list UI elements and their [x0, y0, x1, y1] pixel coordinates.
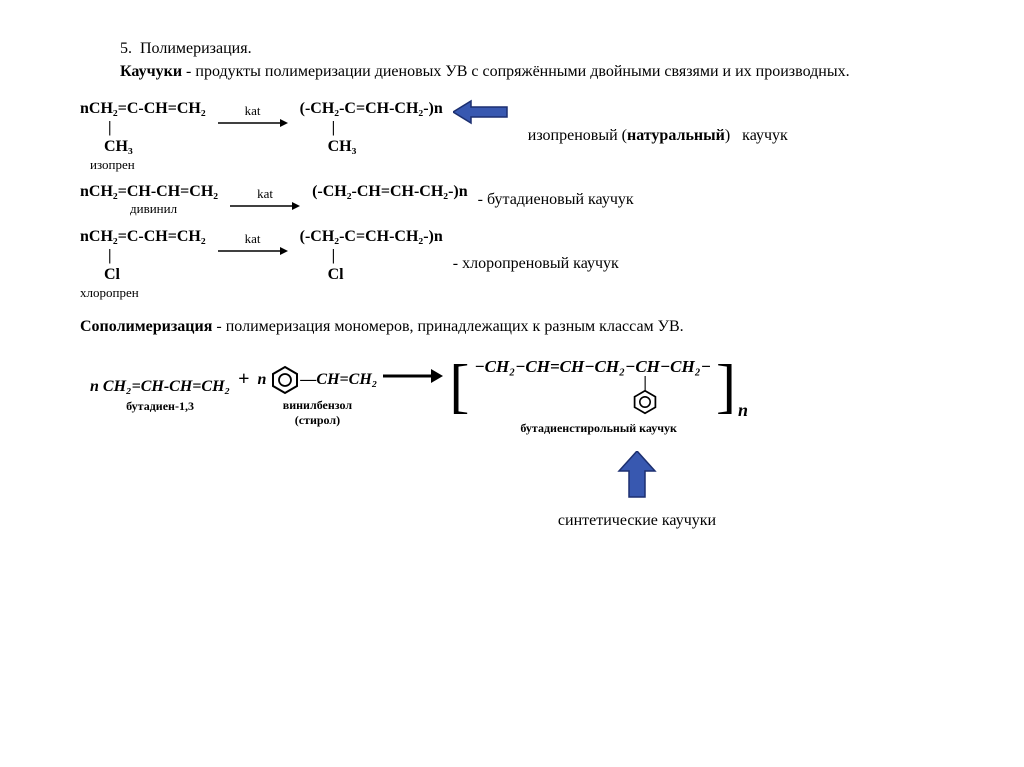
blue-up-arrow-block: синтетические каучуки [330, 451, 944, 530]
reactant-divinyl: nCH₂=CH-CH=CH₂ дивинил [80, 182, 218, 217]
formula: n CH₂=CH-CH=CH₂ [90, 378, 230, 396]
product-sbr: [ −CH₂−CH=CH−CH₂−CH−CH₂− | ] n бутадиенс… [449, 356, 748, 436]
product-butadiene-rubber: (-CH₂-CH=CH-CH₂-)n [312, 182, 468, 201]
reactant-name: дивинил [130, 201, 218, 217]
arrow-icon [218, 117, 288, 129]
product-chloroprene-rubber: (-CH₂-C=CH-CH₂-)n | Cl [300, 227, 443, 285]
benzene-icon [270, 365, 300, 395]
reaction-arrow: kat [230, 186, 300, 212]
formula-line: Cl [300, 265, 443, 284]
synthetic-label: синтетические каучуки [330, 512, 944, 530]
formula-line: | [300, 118, 443, 137]
formula-line: nCH₂=CH-CH=CH₂ [80, 182, 218, 201]
arrow-icon [218, 245, 288, 257]
formula: n ―CH=CH₂ [258, 365, 378, 395]
section-number: 5. [120, 40, 132, 57]
blue-left-arrow-icon [453, 99, 508, 130]
page-container: 5. Полимеризация. Каучуки - продукты пол… [0, 0, 1024, 550]
reactant-name: хлоропрен [80, 285, 206, 301]
formula-line: (-CH₂-CH=CH-CH₂-)n [312, 182, 468, 201]
n-subscript: n [738, 400, 748, 421]
reaction-arrow: kat [218, 231, 288, 257]
product-name: - бутадиеновый каучук [478, 191, 634, 209]
reaction-chloroprene: nCH₂=C-CH=CH₂ | Cl хлоропрен kat (-CH₂-C… [80, 227, 944, 300]
term-def: - продукты полимеризации диеновых УВ с с… [182, 63, 850, 80]
blue-up-arrow-icon [617, 451, 657, 499]
section-number-line: 5. Полимеризация. [120, 40, 944, 58]
formula-line: | [80, 118, 206, 137]
arrow-icon [383, 366, 443, 386]
reactant-label: винилбензол (стирол) [283, 398, 352, 427]
reactant-chloroprene: nCH₂=C-CH=CH₂ | Cl хлоропрен [80, 227, 206, 300]
formula-line: Cl [80, 265, 206, 284]
copoly-definition: Сополимеризация - полимеризация мономеро… [80, 318, 944, 336]
reaction-arrow [383, 366, 443, 391]
plus-icon: + [238, 368, 249, 391]
section-title: Полимеризация. [140, 40, 252, 57]
product-label: бутадиенстирольный каучук [520, 421, 677, 436]
definition-line: Каучуки - продукты полимеризации диеновы… [120, 60, 944, 84]
formula-line: nCH₂=C-CH=CH₂ [80, 99, 206, 118]
formula-line: (-CH₂-C=CH-CH₂-)n [300, 99, 443, 118]
arrow-icon [230, 200, 300, 212]
term-copoly: Сополимеризация [80, 318, 212, 335]
formula-line: CH₃ [300, 137, 443, 156]
reactant-label: бутадиен-1,3 [126, 399, 194, 413]
product-name: - хлоропреновый каучук [453, 255, 619, 273]
reactant-styrene: n ―CH=CH₂ винилбензол (стирол) [258, 365, 378, 427]
copoly-reaction: n CH₂=CH-CH=CH₂ бутадиен-1,3 + n ―CH=CH₂… [90, 356, 944, 436]
product-bracket: [ −CH₂−CH=CH−CH₂−CH−CH₂− | ] n [449, 356, 748, 416]
benzene-icon [632, 389, 658, 415]
formula-line: CH₃ [80, 137, 206, 156]
term-kauchuki: Каучуки [120, 63, 182, 80]
formula-line: nCH₂=C-CH=CH₂ [80, 227, 206, 246]
reaction-arrow: kat [218, 103, 288, 129]
reaction-divinyl: nCH₂=CH-CH=CH₂ дивинил kat (-CH₂-CH=CH-C… [80, 182, 944, 217]
reaction-isoprene: nCH₂=C-CH=CH₂ | CH₃ изопрен kat (-CH₂-C=… [80, 99, 944, 172]
product-isoprene-rubber: (-CH₂-C=CH-CH₂-)n | CH₃ [300, 99, 443, 157]
product-formula: −CH₂−CH=CH−CH₂−CH−CH₂− [474, 357, 711, 377]
reactant-butadiene: n CH₂=CH-CH=CH₂ бутадиен-1,3 [90, 378, 230, 413]
product-structure: −CH₂−CH=CH−CH₂−CH−CH₂− | [469, 357, 716, 416]
formula-line: | [300, 246, 443, 265]
section-header: 5. Полимеризация. Каучуки - продукты пол… [120, 40, 944, 84]
bracket-right-icon: ] [716, 356, 736, 416]
copoly-def: - полимеризация мономеров, принадлежащих… [212, 318, 683, 335]
bracket-left-icon: [ [449, 356, 469, 416]
reactant-isoprene: nCH₂=C-CH=CH₂ | CH₃ изопрен [80, 99, 206, 172]
formula-line: (-CH₂-C=CH-CH₂-)n [300, 227, 443, 246]
formula-line: | [80, 246, 206, 265]
reactant-name: изопрен [90, 157, 206, 173]
product-name: изопреновый (натуральный) каучук [528, 127, 788, 145]
